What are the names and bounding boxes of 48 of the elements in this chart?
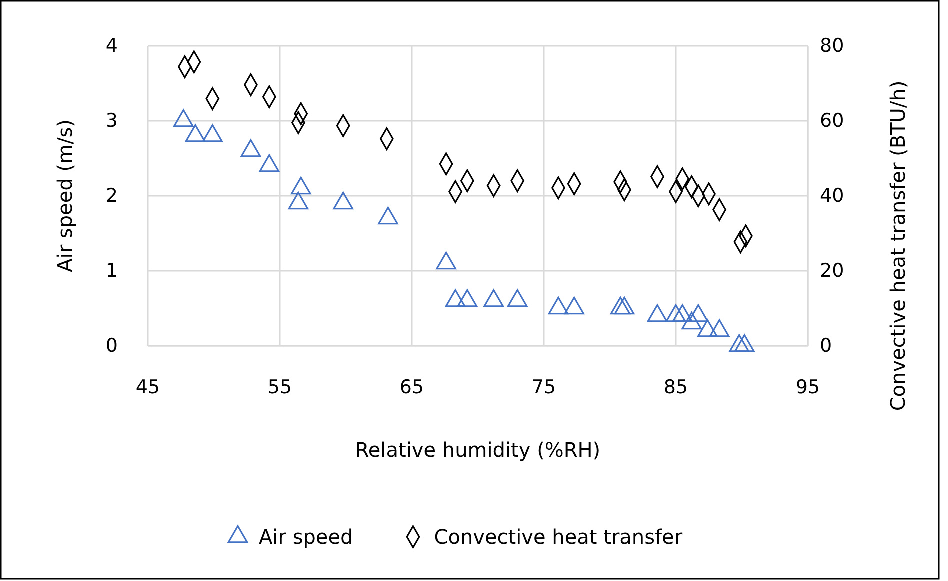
y2-tick-label: 80 — [820, 35, 844, 58]
point — [564, 296, 584, 315]
y-axis-title: Air speed (m/s) — [53, 120, 77, 272]
point — [240, 139, 262, 158]
point — [709, 319, 730, 338]
x-tick-label: 55 — [268, 376, 292, 398]
point — [484, 289, 504, 308]
point — [734, 334, 755, 352]
point — [185, 124, 206, 142]
legend-label: Convective heat transfer — [434, 525, 684, 549]
y2-tick-label: 20 — [820, 260, 844, 282]
point — [688, 304, 709, 322]
x-tick-label: 75 — [532, 376, 556, 398]
point — [614, 296, 635, 315]
y-tick-label: 4 — [106, 35, 118, 58]
legend-label: Air speed — [259, 525, 354, 549]
y2-tick-label: 40 — [820, 185, 844, 208]
point — [682, 312, 702, 330]
x-tick-label: 45 — [136, 376, 160, 398]
point — [698, 319, 718, 338]
point — [729, 334, 750, 352]
y2-tick-label: 0 — [820, 335, 832, 358]
point — [445, 289, 466, 308]
point — [436, 252, 456, 270]
point — [647, 304, 668, 322]
point — [202, 124, 223, 142]
y-tick-label: 0 — [106, 335, 118, 358]
point — [174, 109, 194, 128]
point — [457, 289, 478, 308]
y2-axis-title: Convective heat transfer (BTU/h) — [886, 80, 910, 412]
point — [672, 304, 693, 322]
point — [259, 154, 280, 172]
point — [333, 192, 354, 210]
point — [610, 296, 631, 315]
point — [291, 176, 312, 195]
y-tick-label: 1 — [106, 260, 118, 282]
y-tick-label: 2 — [106, 185, 118, 208]
point — [288, 192, 309, 210]
x-tick-label: 65 — [400, 376, 424, 398]
point — [507, 289, 528, 308]
point — [378, 206, 398, 225]
x-axis-title: Relative humidity (%RH) — [355, 438, 601, 462]
point — [666, 304, 686, 322]
point — [548, 296, 569, 315]
y-tick-label: 3 — [106, 110, 118, 132]
x-tick-label: 95 — [796, 376, 820, 398]
y2-tick-label: 60 — [820, 110, 844, 132]
x-tick-label: 85 — [664, 376, 688, 398]
